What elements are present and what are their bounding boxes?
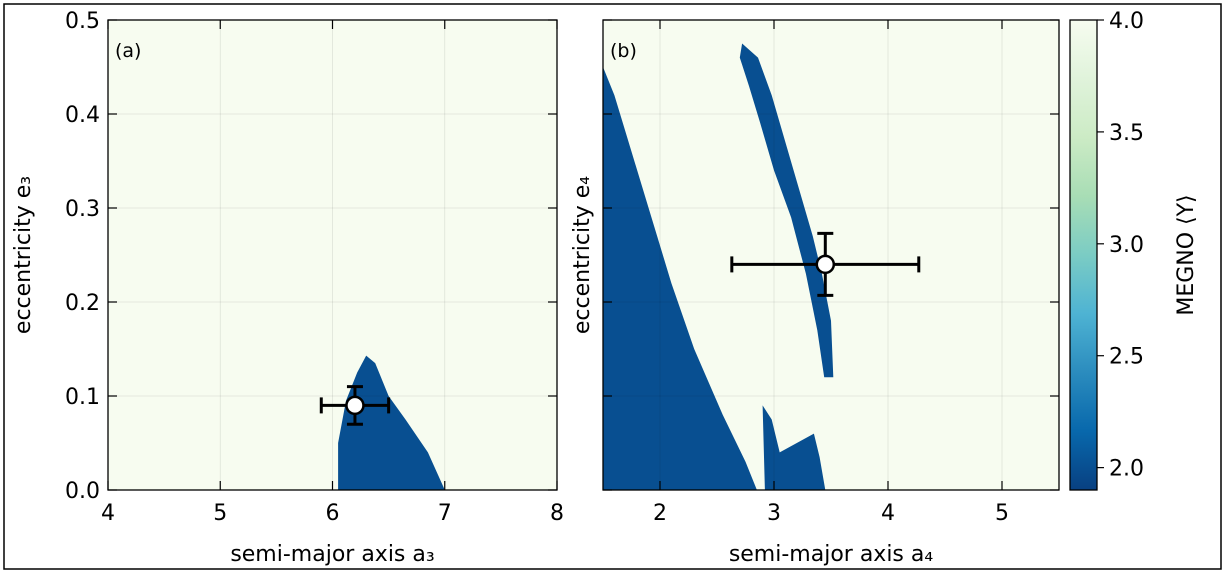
megno-colorbar: 2.0 2.5 3.0 3.5 4.0 MEGNO ⟨Y⟩ [1069, 9, 1199, 491]
y-tick-label: 0.5 [65, 9, 100, 34]
data-point [345, 395, 365, 416]
stable-regions [603, 43, 834, 490]
colorbar-gradient [1070, 20, 1097, 490]
x-axis-label: semi-major axis a₃ [230, 542, 434, 567]
stable-region-1 [338, 355, 445, 490]
x-tick-label: 7 [438, 501, 452, 526]
colorbar-tick-label: 3.0 [1109, 233, 1144, 258]
data-point [815, 254, 836, 275]
panel-a-megno-map: 4 5 6 7 8 0.0 0.1 0.2 0.3 0.4 0.5 semi-major axis a… [11, 9, 564, 567]
x-tick-label: 8 [550, 501, 564, 526]
axes-frame [602, 19, 1060, 491]
x-tick-label: 5 [213, 501, 227, 526]
y-axis-label: eccentricity e₄ [570, 176, 595, 334]
error-bar [319, 385, 391, 426]
plot-background [108, 20, 557, 490]
x-tick-label: 4 [881, 501, 895, 526]
stable-region-2 [603, 67, 757, 490]
colorbar-frame [1069, 19, 1098, 491]
y-tick-label: 0.1 [65, 385, 100, 410]
stable-region-1 [739, 43, 834, 378]
x-tick-label: 3 [767, 501, 781, 526]
stable-region-3 [762, 405, 826, 490]
x-tick-label: 5 [995, 501, 1009, 526]
colorbar-label: MEGNO ⟨Y⟩ [1174, 194, 1199, 315]
colorbar-tick-label: 2.0 [1109, 457, 1144, 482]
x-axis-label: semi-major axis a₄ [729, 542, 934, 567]
stable-regions [338, 355, 445, 490]
colorbar-tick-label: 2.5 [1109, 345, 1144, 370]
colorbar-tick-label: 3.5 [1109, 121, 1144, 146]
x-tick-label: 2 [653, 501, 667, 526]
y-tick-label: 0.2 [65, 291, 100, 316]
panel-label: (a) [115, 40, 141, 62]
y-tick-label: 0.0 [65, 479, 100, 504]
y-axis-label: eccentricity e₃ [11, 176, 36, 334]
x-tick-label: 6 [326, 501, 340, 526]
y-tick-label: 0.3 [65, 197, 100, 222]
colorbar-tick-label: 4.0 [1109, 9, 1144, 34]
panel-label: (b) [610, 40, 637, 62]
y-tick-label: 0.4 [65, 103, 100, 128]
panel-b-megno-map: 2 3 4 5 semi-major axis a₄ eccentricity e₄ (b) [570, 19, 1060, 567]
x-tick-label: 4 [101, 501, 115, 526]
figure-border [3, 3, 1222, 570]
